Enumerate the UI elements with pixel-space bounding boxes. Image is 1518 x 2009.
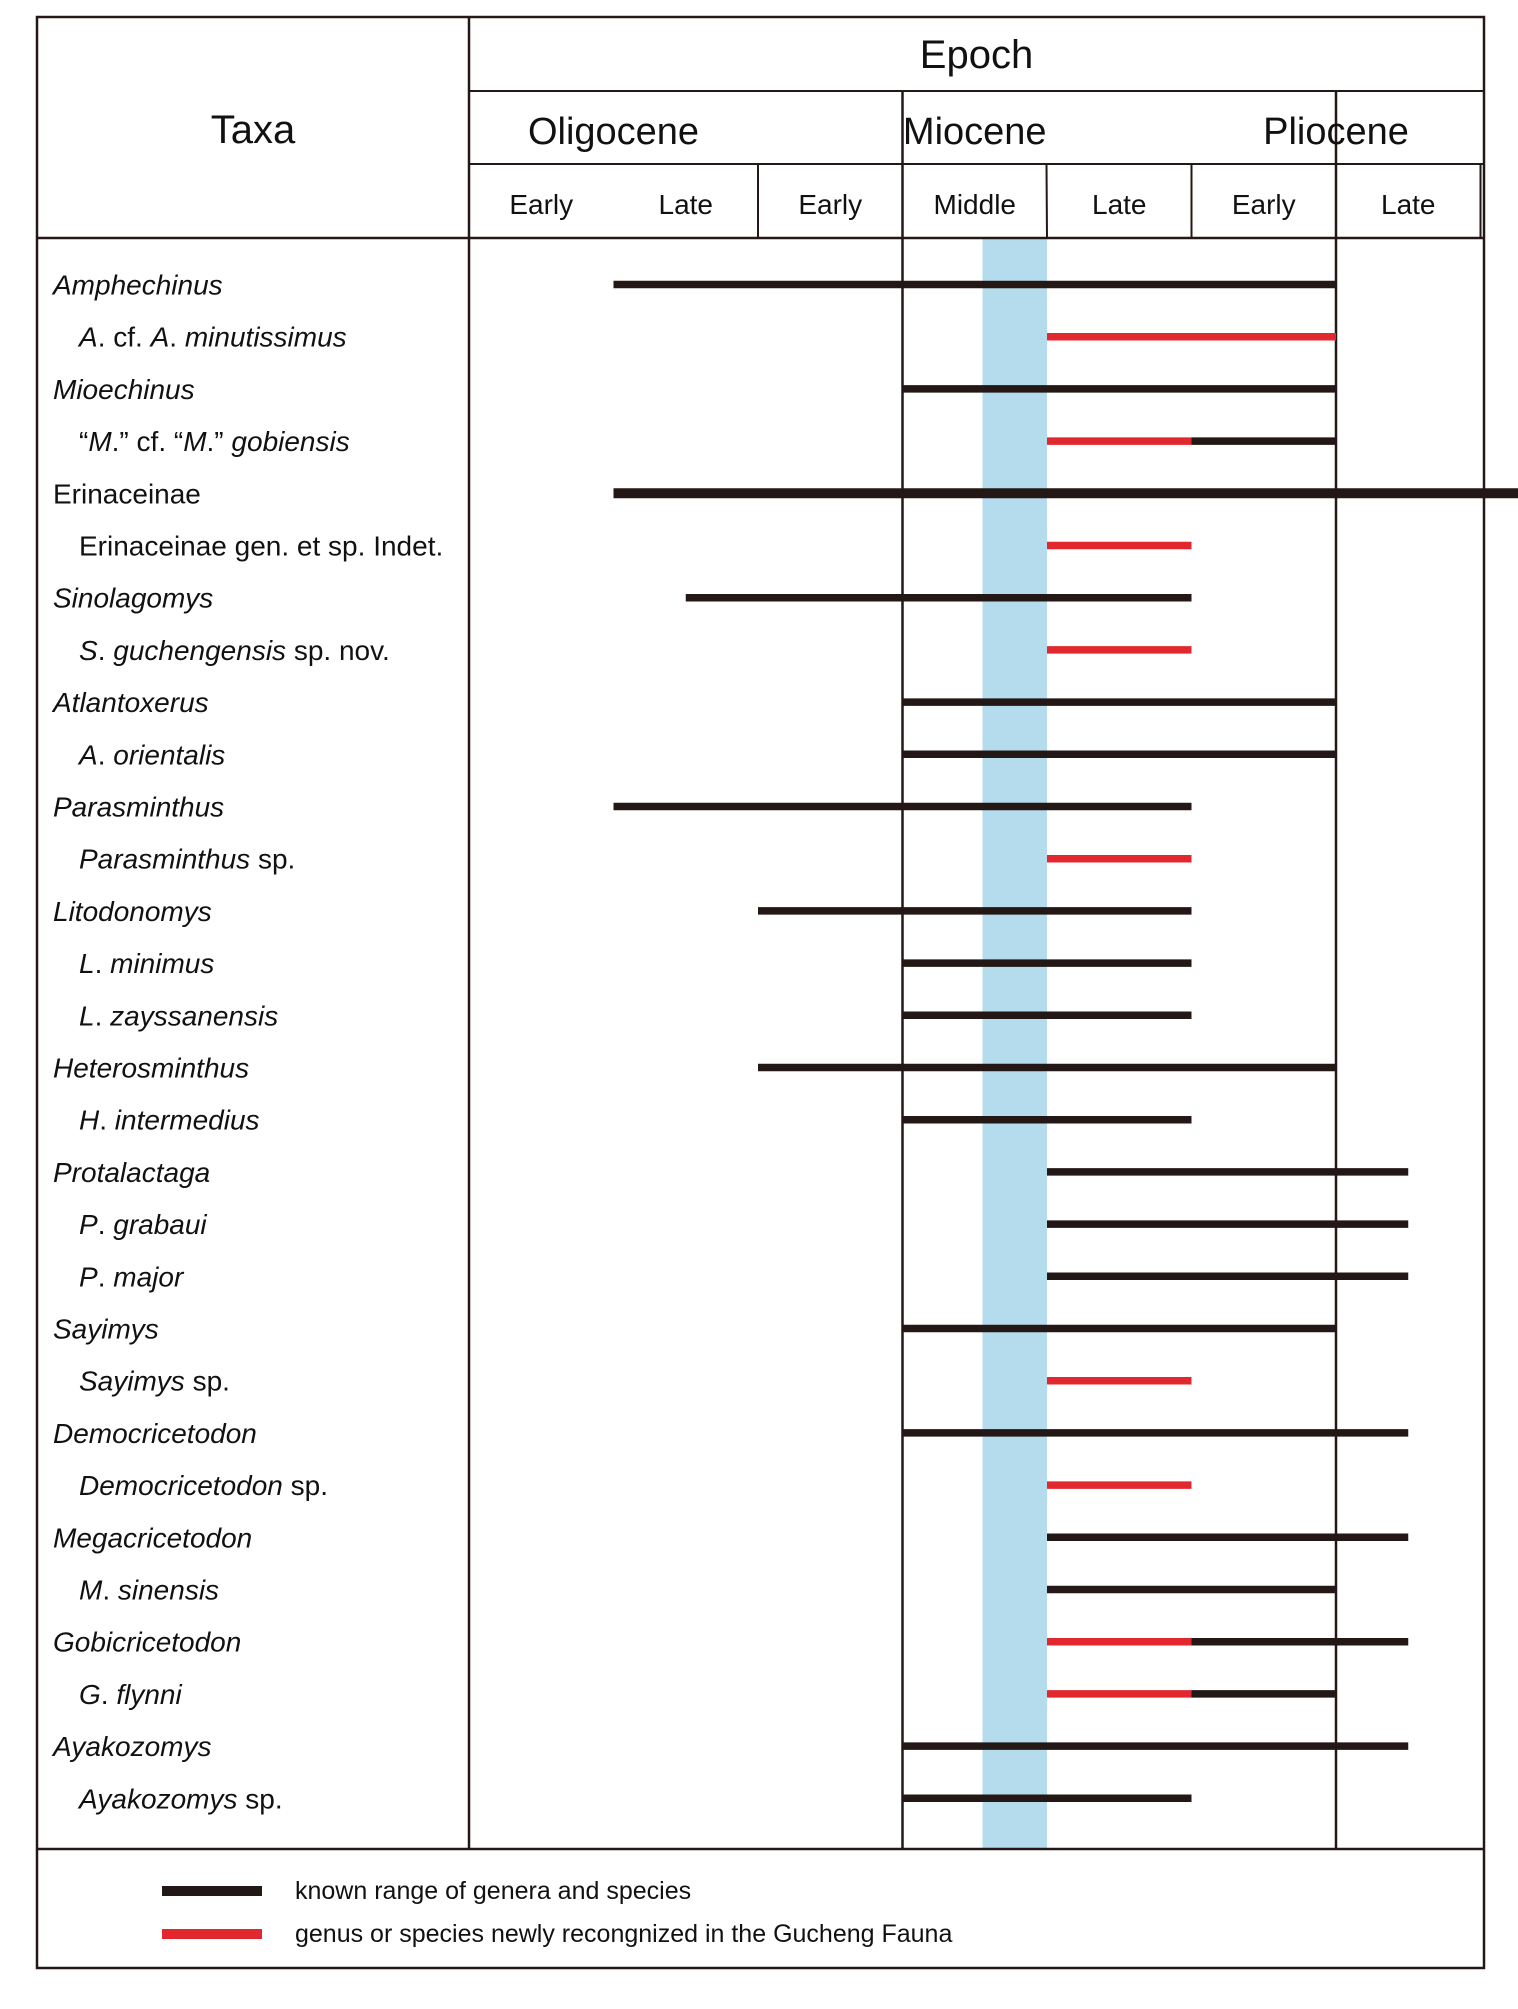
taxon-label-25: Megacricetodon xyxy=(53,1522,252,1553)
taxon-label-23: Democricetodon xyxy=(53,1418,257,1449)
taxon-label-9: Atlantoxerus xyxy=(51,687,209,718)
taxon-label-22: Sayimys sp. xyxy=(79,1366,230,1397)
taxon-label-21: Sayimys xyxy=(53,1314,159,1345)
legend-label-2: genus or species newly recongnized in th… xyxy=(295,1920,952,1948)
outer-border xyxy=(37,17,1484,1968)
taxon-label-5: Erinaceinae xyxy=(53,478,201,509)
subdivision-miocene-late: Late xyxy=(1092,189,1147,220)
taxon-label-19: P. grabaui xyxy=(79,1209,207,1240)
taxon-label-8: S. guchengensis sp. nov. xyxy=(79,635,390,666)
subdivision-oligocene-late: Late xyxy=(659,189,714,220)
epoch-name-miocene: Miocene xyxy=(903,111,1047,153)
taxon-label-17: H. intermedius xyxy=(79,1105,260,1136)
highlight-band xyxy=(983,238,1048,1849)
subdivision-divider-2 xyxy=(1047,164,1048,238)
taxon-label-11: Parasminthus xyxy=(53,792,224,823)
subdivision-miocene-middle: Middle xyxy=(934,189,1016,220)
taxon-label-14: L. minimus xyxy=(79,948,214,979)
taxon-label-24: Democricetodon sp. xyxy=(79,1470,328,1501)
taxon-label-16: Heterosminthus xyxy=(53,1053,249,1084)
taxon-label-27: Gobicricetodon xyxy=(53,1627,241,1658)
legend: known range of genera and species genus o… xyxy=(162,1877,952,1948)
taxon-label-29: Ayakozomys xyxy=(51,1731,211,1762)
taxa-header: Taxa xyxy=(211,108,296,152)
taxon-label-13: Litodonomys xyxy=(53,896,212,927)
subdivision-pliocene-late: Late xyxy=(1381,189,1436,220)
taxon-label-28: G. flynni xyxy=(79,1679,182,1710)
taxon-label-3: Mioechinus xyxy=(53,374,195,405)
taxon-label-26: M. sinensis xyxy=(79,1575,219,1606)
taxon-label-7: Sinolagomys xyxy=(53,583,213,614)
taxon-label-1: Amphechinus xyxy=(51,270,223,301)
subdivision-pliocene-early: Early xyxy=(1232,189,1296,220)
table-frame xyxy=(37,17,1484,1968)
epoch-name-oligocene: Oligocene xyxy=(528,111,699,153)
taxon-label-12: Parasminthus sp. xyxy=(79,844,295,875)
taxon-label-15: L. zayssanensis xyxy=(79,1000,278,1031)
subdivision-oligocene-early: Early xyxy=(509,189,573,220)
subdivision-miocene-early: Early xyxy=(798,189,862,220)
taxon-label-30: Ayakozomys sp. xyxy=(77,1783,283,1814)
legend-label-1: known range of genera and species xyxy=(295,1877,691,1905)
epoch-name-pliocene: Pliocene xyxy=(1263,111,1409,153)
epoch-header: Epoch xyxy=(920,33,1033,77)
taxon-label-2: A. cf. A. minutissimus xyxy=(77,322,347,353)
taxon-label-4: “M.” cf. “M.” gobiensis xyxy=(79,426,350,457)
taxa-list: Amphechinus A. cf. A. minutissimus Mioechi… xyxy=(51,270,443,1815)
taxon-label-20: P. major xyxy=(79,1261,185,1292)
taxon-label-6: Erinaceinae gen. et sp. Indet. xyxy=(79,531,443,562)
table-header: Taxa Epoch Oligocene Early Late Miocene Early M… xyxy=(211,33,1436,220)
range-bars xyxy=(614,285,1518,1799)
taxon-label-18: Protalactaga xyxy=(53,1157,210,1188)
highlight-band-layer xyxy=(983,238,1048,1849)
taxon-label-10: A. orientalis xyxy=(77,739,225,770)
